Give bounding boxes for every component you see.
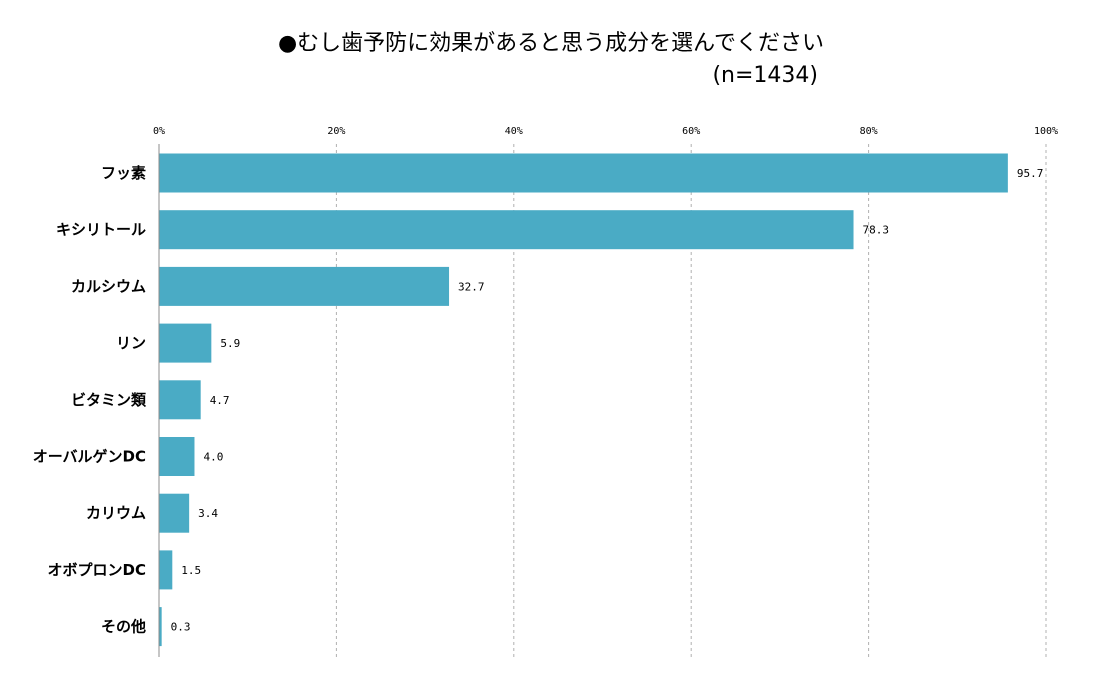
x-tick-label: 100%	[1034, 126, 1058, 137]
value-label: 78.3	[863, 224, 890, 237]
bar	[159, 210, 854, 250]
category-label: ビタミン類	[71, 391, 147, 409]
x-tick-label: 40%	[505, 126, 523, 137]
category-label: オボプロンDC	[48, 561, 146, 579]
category-label: その他	[101, 618, 146, 636]
x-tick-label: 20%	[327, 126, 345, 137]
x-tick-label: 80%	[860, 126, 878, 137]
bar	[159, 266, 450, 306]
bar	[159, 153, 1008, 193]
value-label: 3.4	[198, 507, 218, 520]
x-tick-label: 60%	[682, 126, 700, 137]
value-label: 5.9	[220, 337, 240, 350]
x-tick-label: 0%	[153, 126, 165, 137]
bar	[159, 323, 212, 363]
bar	[159, 493, 190, 533]
category-label: オーバルゲンDC	[33, 448, 146, 466]
category-label: キシリトール	[56, 221, 146, 239]
value-label: 32.7	[458, 280, 485, 293]
bar	[159, 380, 201, 420]
value-label: 95.7	[1017, 167, 1044, 180]
category-label: フッ素	[101, 164, 146, 182]
category-label: カルシウム	[71, 277, 146, 295]
chart-title: ●むし歯予防に効果があると思う成分を選んでください	[277, 31, 825, 56]
value-label: 0.3	[171, 621, 191, 634]
value-label: 1.5	[181, 564, 201, 577]
bars	[159, 153, 1008, 647]
bar	[159, 607, 162, 647]
value-labels: 95.7 78.3 32.7 5.9 4.7 4.0 3.4 1.5 0.3	[171, 167, 1044, 634]
bar	[159, 550, 173, 590]
chart-subtitle: (n=1434)	[712, 63, 818, 88]
value-label: 4.0	[203, 451, 223, 464]
x-axis-ticks: 0% 20% 40% 60% 80% 100%	[153, 126, 1058, 137]
category-label: リン	[116, 334, 146, 352]
bar	[159, 437, 195, 476]
category-label: カリウム	[86, 504, 146, 522]
value-label: 4.7	[210, 394, 230, 407]
